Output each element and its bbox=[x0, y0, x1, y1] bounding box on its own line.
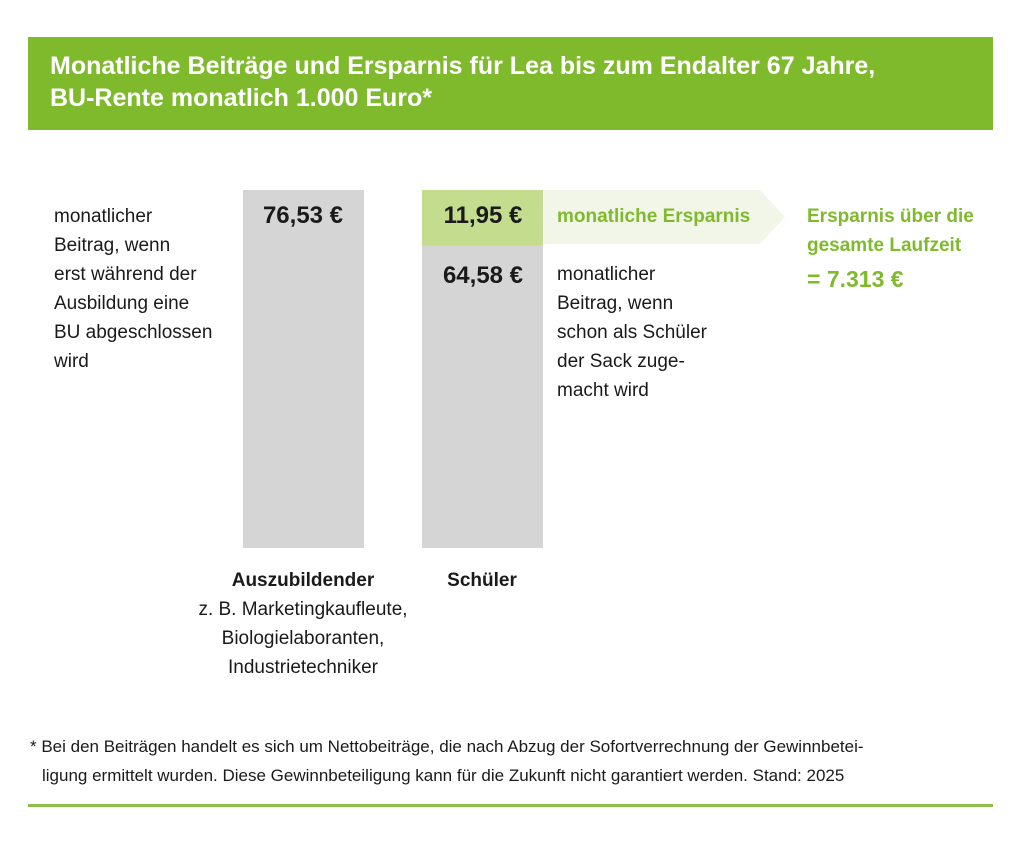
left-annotation-line: Ausbildung eine bbox=[54, 293, 190, 314]
category-sub-line: Biologielaboranten, bbox=[221, 628, 385, 649]
category-name-azubi: Auszubildender bbox=[231, 570, 375, 591]
right-annotation-line: Beitrag, wenn bbox=[557, 293, 674, 314]
right-annotation: monatlicher Beitrag, wenn schon als Schü… bbox=[557, 260, 707, 405]
right-annotation-line: der Sack zuge- bbox=[557, 351, 685, 372]
left-annotation-line: wird bbox=[54, 351, 89, 372]
total-savings-line-2: gesamte Laufzeit bbox=[807, 235, 962, 256]
bar-schueler-ersparnis bbox=[422, 190, 543, 246]
total-savings-value: = 7.313 € bbox=[807, 266, 904, 292]
bar-schueler-beitrag bbox=[422, 245, 543, 549]
left-annotation-line: monatlicher bbox=[54, 206, 153, 227]
savings-arrow-label: monatliche Ersparnis bbox=[557, 206, 751, 227]
left-annotation: monatlicher Beitrag, wenn erst während d… bbox=[54, 202, 212, 376]
right-annotation-line: monatlicher bbox=[557, 264, 656, 285]
title-banner: Monatliche Beiträge und Ersparnis für Le… bbox=[28, 37, 993, 130]
total-savings: Ersparnis über die gesamte Laufzeit = 7.… bbox=[807, 202, 974, 294]
bar-value-azubi: 76,53 € bbox=[262, 202, 344, 229]
bar-value-savings: 11,95 € bbox=[443, 202, 523, 229]
category-sub-line: z. B. Marketingkaufleute, bbox=[198, 599, 408, 620]
left-annotation-line: Beitrag, wenn bbox=[54, 235, 171, 256]
savings-arrow bbox=[544, 190, 785, 244]
right-annotation-line: macht wird bbox=[557, 380, 649, 401]
bar-value-schueler: 64,58 € bbox=[442, 262, 524, 289]
category-label-azubi: Auszubildender z. B. Marketingkaufleute,… bbox=[188, 566, 418, 682]
bar-auszubildender bbox=[243, 190, 364, 548]
footnote-line-1: * Bei den Beiträgen handelt es sich um N… bbox=[30, 737, 864, 756]
chart-title-line-2: BU-Rente monatlich 1.000 Euro* bbox=[50, 84, 433, 112]
left-annotation-line: erst während der bbox=[54, 264, 197, 285]
category-sub-line: Industrietechniker bbox=[228, 657, 378, 678]
footnote-line-2: ligung ermittelt wurden. Diese Gewinnbet… bbox=[42, 766, 845, 785]
chart-title-line-1: Monatliche Beiträge und Ersparnis für Le… bbox=[50, 52, 876, 80]
bottom-divider bbox=[28, 804, 993, 807]
total-savings-line-1: Ersparnis über die bbox=[807, 206, 974, 227]
footnote: * Bei den Beiträgen handelt es sich um N… bbox=[30, 732, 992, 790]
category-name-schueler: Schüler bbox=[447, 570, 517, 591]
right-annotation-line: schon als Schüler bbox=[557, 322, 707, 343]
left-annotation-line: BU abgeschlossen bbox=[54, 322, 213, 343]
